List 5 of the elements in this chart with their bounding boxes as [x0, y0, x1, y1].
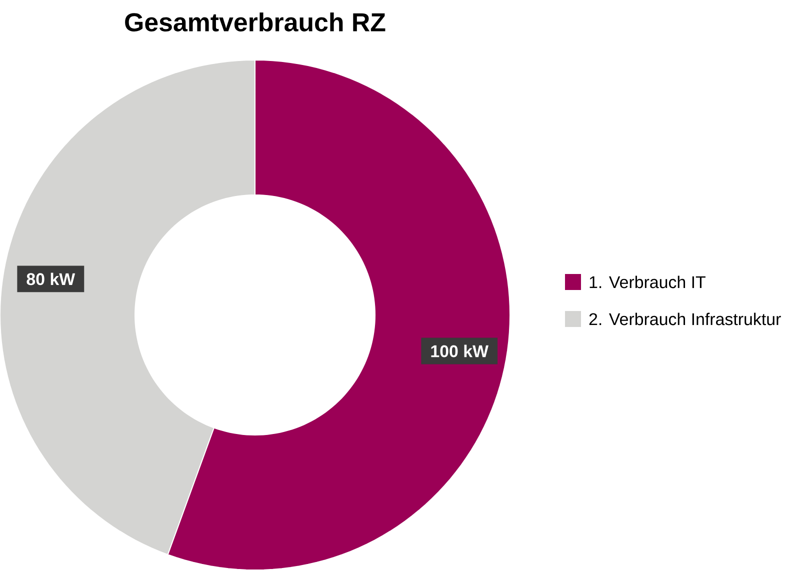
chart-title: Gesamtverbrauch RZ — [125, 12, 386, 32]
legend-label: 1. Verbrauch IT — [590, 276, 706, 288]
legend-label: 2. Verbrauch Infrastruktur — [589, 312, 781, 326]
data-label: 80 kW — [26, 272, 76, 286]
data-label: 100 kW — [431, 344, 488, 358]
